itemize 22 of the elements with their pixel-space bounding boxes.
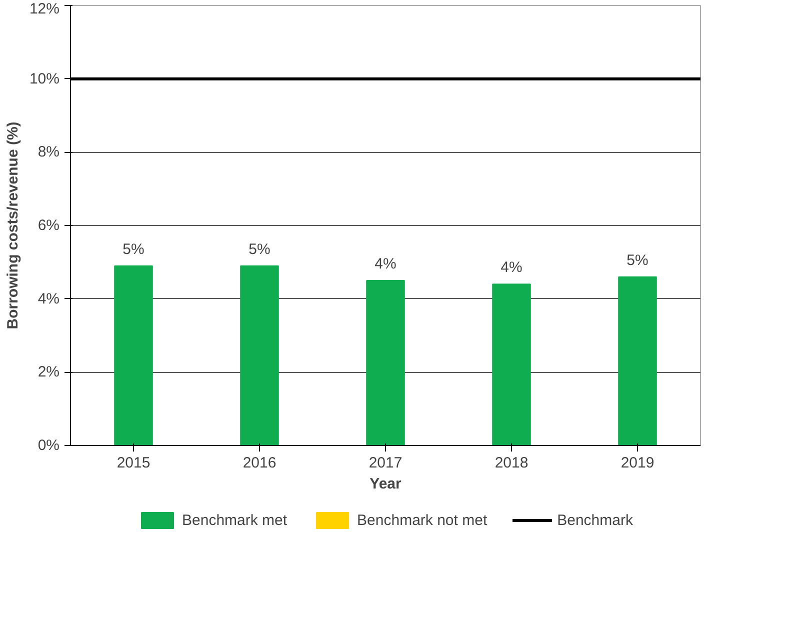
y-axis-title: Borrowing costs/revenue (%) — [4, 122, 22, 330]
data-label: 5% — [626, 252, 648, 269]
data-label: 5% — [122, 240, 144, 258]
legend-label: Benchmark met — [182, 512, 288, 528]
y-tick-label: 2% — [38, 364, 60, 381]
y-tick-label: 6% — [38, 217, 60, 234]
x-tick-label: 2019 — [620, 454, 654, 472]
data-label: 5% — [248, 240, 270, 258]
x-tick-label: 2016 — [242, 454, 276, 472]
y-tick-label: 10% — [29, 70, 60, 88]
x-axis-title: Year — [370, 476, 402, 492]
y-tick-label: 8% — [38, 144, 60, 161]
y-tick-label: 0% — [38, 437, 60, 454]
legend-label: Benchmark not met — [357, 512, 488, 528]
data-label: 4% — [500, 259, 522, 276]
y-tick-label: 12% — [29, 0, 60, 18]
data-label: 4% — [374, 256, 396, 272]
x-tick-label: 2018 — [494, 454, 528, 472]
x-tick-label: 2017 — [368, 454, 402, 472]
legend-label: Benchmark — [557, 512, 633, 528]
x-tick-label: 2015 — [116, 454, 150, 472]
y-tick-label: 4% — [38, 290, 60, 308]
